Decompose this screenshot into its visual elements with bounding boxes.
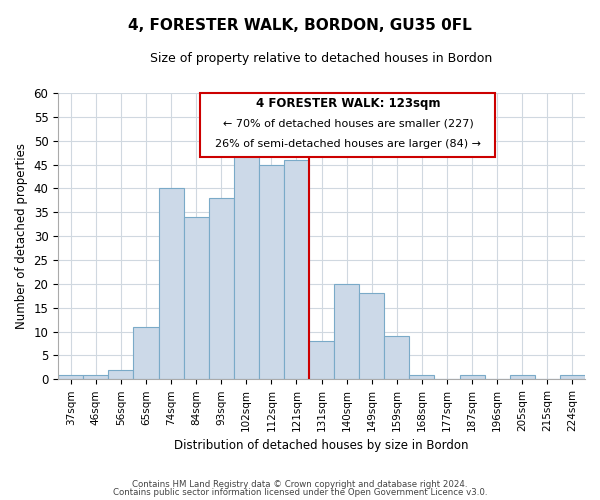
Text: Contains HM Land Registry data © Crown copyright and database right 2024.: Contains HM Land Registry data © Crown c… (132, 480, 468, 489)
X-axis label: Distribution of detached houses by size in Bordon: Distribution of detached houses by size … (175, 440, 469, 452)
Bar (158, 188, 184, 380)
Text: Contains public sector information licensed under the Open Government Licence v3: Contains public sector information licen… (113, 488, 487, 497)
Bar (109, 370, 133, 380)
Text: ← 70% of detached houses are smaller (227): ← 70% of detached houses are smaller (22… (223, 119, 473, 129)
Y-axis label: Number of detached properties: Number of detached properties (15, 143, 28, 329)
Text: 4, FORESTER WALK, BORDON, GU35 0FL: 4, FORESTER WALK, BORDON, GU35 0FL (128, 18, 472, 32)
Bar (409, 374, 434, 380)
Bar (334, 284, 359, 380)
Bar (359, 294, 384, 380)
Text: 26% of semi-detached houses are larger (84) →: 26% of semi-detached houses are larger (… (215, 140, 481, 149)
Bar (259, 164, 284, 380)
Bar (510, 374, 535, 380)
Title: Size of property relative to detached houses in Bordon: Size of property relative to detached ho… (151, 52, 493, 66)
Bar (284, 160, 309, 380)
Bar (560, 374, 585, 380)
Bar (58, 374, 83, 380)
Bar (133, 327, 158, 380)
Text: 4 FORESTER WALK: 123sqm: 4 FORESTER WALK: 123sqm (256, 98, 440, 110)
FancyBboxPatch shape (200, 93, 496, 158)
Bar (209, 198, 234, 380)
Bar (309, 341, 334, 380)
Bar (384, 336, 409, 380)
Bar (460, 374, 485, 380)
Bar (184, 217, 209, 380)
Bar (234, 150, 259, 380)
Bar (83, 374, 109, 380)
